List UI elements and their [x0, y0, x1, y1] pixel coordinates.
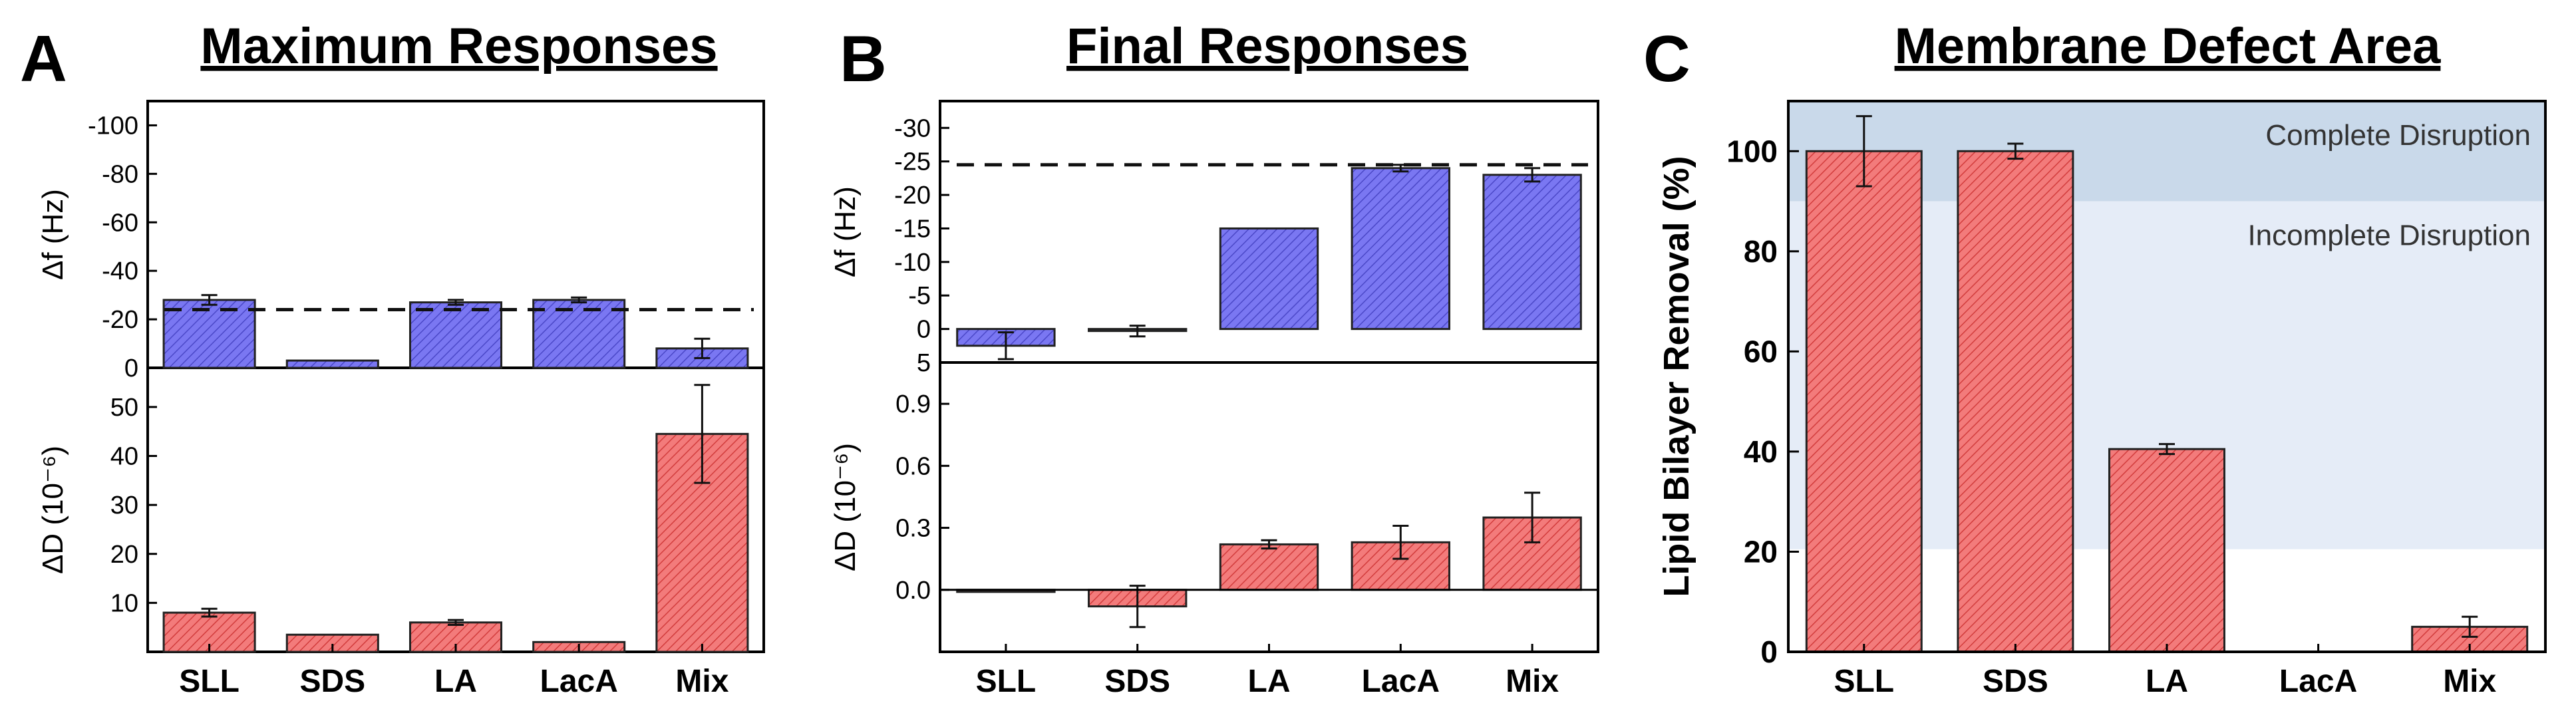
panel-a-bottom-ylabel: ΔD (10⁻⁶) [37, 446, 69, 574]
panel-a-bottom-ytick-label-2: 30 [110, 492, 138, 519]
panel-a-category-label-2: LA [434, 664, 477, 699]
panel-b-top-ytick-label-4: -15 [894, 215, 931, 243]
panel-c-letter: C [1643, 22, 1690, 95]
panel-b-letter: B [840, 22, 887, 95]
panel-b-top-ytick-label-0: 5 [917, 349, 931, 377]
panel-c-ytick-label-2: 40 [1744, 434, 1778, 469]
panel-c-ytick-label-0: 0 [1760, 635, 1778, 669]
panel-c-title: Membrane Defect Area [1895, 18, 2442, 74]
panel-a-category-label-3: LacA [540, 664, 618, 699]
panel-a-bottom-ytick-label-0: 10 [110, 589, 138, 617]
panel-a-bottom-ytick-label-3: 40 [110, 443, 138, 471]
panel-b-category-label-3: LacA [1362, 664, 1440, 699]
panel-c-region-label-1: Incomplete Disruption [2247, 219, 2531, 252]
panel-a: 0 -20 -40 -60 -80 -100 Δf (Hz) 10 20 30 40 50 ΔD (10… [37, 100, 765, 699]
panel-c-category-label-0: SLL [1834, 664, 1894, 699]
panel-a-bottom-ytick-label-1: 20 [110, 541, 138, 569]
panel-b-bottom-ytick-label-2: 0.6 [895, 452, 931, 480]
panel-a-top-bar-3 [532, 299, 626, 369]
panel-a-bottom-bar-0 [162, 611, 256, 653]
panel-b: 5 0 -5 -10 -15 -20 -25 -30 Δf (Hz) 0.0 0.3 0.6 0.9 ΔD… [829, 100, 1599, 699]
panel-a-top-ytick-label-4: -80 [102, 160, 138, 188]
panel-b-category-label-2: LA [1248, 664, 1291, 699]
panel-b-top-ylabel: Δf (Hz) [829, 186, 862, 277]
panel-c-ytick-label-5: 100 [1726, 134, 1778, 168]
panel-a-top-ytick-label-2: -40 [102, 257, 138, 285]
panel-c-bar-0 [1805, 150, 1923, 653]
panel-b-bottom-ytick-label-1: 0.3 [895, 515, 931, 543]
panel-c-category-label-2: LA [2146, 664, 2188, 699]
panel-c-ytick-label-3: 60 [1744, 334, 1778, 368]
panel-b-bottom-ytick-label-3: 0.9 [895, 390, 931, 418]
panel-c-category-label-4: Mix [2443, 664, 2496, 699]
panel-a-category-label-1: SDS [299, 664, 365, 699]
panel-a-category-label-4: Mix [675, 664, 728, 699]
panel-b-category-label-0: SLL [976, 664, 1037, 699]
panel-b-category-label-4: Mix [1506, 664, 1559, 699]
panel-a-top-ytick-label-0: 0 [124, 355, 138, 382]
panel-c-region-label-0: Complete Disruption [2265, 119, 2531, 152]
panel-a-top-ytick-label-3: -60 [102, 209, 138, 237]
panel-c-bar-1 [1957, 150, 2074, 653]
panel-a-top-bar-1 [285, 359, 379, 369]
panel-b-bottom-bar-3 [1351, 541, 1450, 591]
panel-b-top-ytick-label-7: -30 [894, 114, 931, 142]
panel-b-top-ytick-label-6: -25 [894, 148, 931, 176]
panel-a-title: Maximum Responses [200, 18, 717, 74]
panel-c-bar-2 [2108, 448, 2225, 653]
panel-c-ytick-label-4: 80 [1744, 234, 1778, 269]
panel-c-category-label-3: LacA [2279, 664, 2357, 699]
panel-b-top-ytick-label-2: -5 [908, 282, 931, 310]
panel-a-bottom-ytick-label-4: 50 [110, 394, 138, 422]
panel-b-top-bar-4 [1482, 174, 1582, 331]
panel-c: Complete Disruption Incomplete Disruption… [1657, 100, 2547, 699]
panel-c-category-label-1: SDS [1983, 664, 2048, 699]
panel-b-top-bar-3 [1351, 167, 1450, 331]
panel-c-ytick-label-1: 20 [1744, 534, 1778, 569]
panel-a-top-ylabel: Δf (Hz) [37, 189, 69, 280]
panel-b-top-ytick-label-5: -20 [894, 182, 931, 210]
panel-a-letter: A [20, 22, 67, 95]
panel-a-top-bar-2 [408, 301, 503, 369]
panel-c-ylabel: Lipid Bilayer Removal (%) [1657, 156, 1696, 597]
panel-b-top-ytick-label-3: -10 [894, 249, 931, 277]
panel-a-top-ytick-label-1: -20 [102, 306, 138, 334]
panel-b-bottom-bar-2 [1219, 543, 1319, 591]
panel-b-top-ytick-label-1: 0 [917, 316, 931, 344]
panel-b-title: Final Responses [1066, 18, 1468, 74]
panel-a-top-ytick-label-5: -100 [88, 112, 138, 140]
panel-a-category-label-0: SLL [179, 664, 240, 699]
panel-c-frame [1787, 100, 2547, 653]
panel-b-bottom-ylabel: ΔD (10⁻⁶) [829, 443, 862, 571]
panel-b-category-label-1: SDS [1104, 664, 1170, 699]
panel-b-top-bar-2 [1219, 227, 1319, 331]
panel-b-bottom-ytick-label-0: 0.0 [895, 577, 931, 605]
